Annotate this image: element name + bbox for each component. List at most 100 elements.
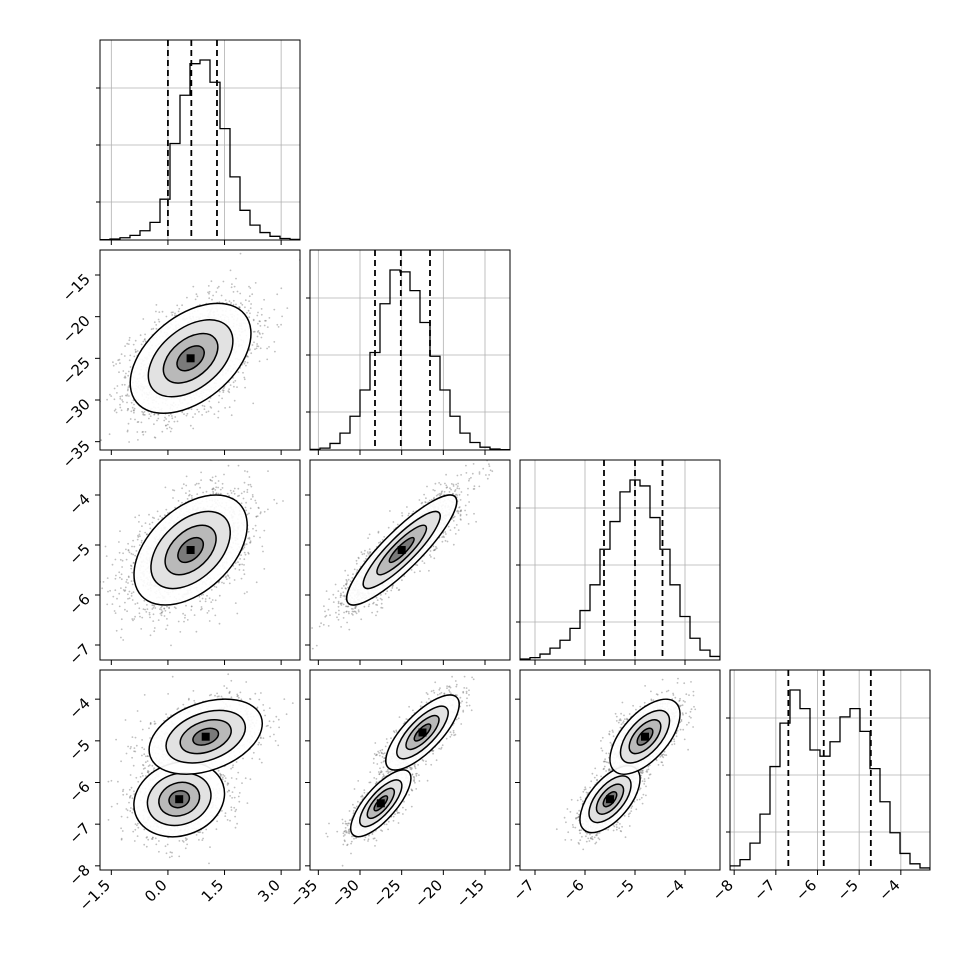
sample-point <box>232 490 235 493</box>
sample-point <box>128 597 131 600</box>
sample-point <box>149 616 151 619</box>
sample-point <box>113 409 116 412</box>
sample-point <box>127 343 130 345</box>
sample-point <box>243 362 246 365</box>
sample-point <box>257 311 259 314</box>
sample-point <box>134 554 137 557</box>
sample-point <box>228 406 231 409</box>
sample-point <box>255 515 258 518</box>
sample-point <box>191 497 193 499</box>
sample-point <box>174 416 177 418</box>
sample-point <box>238 306 241 309</box>
sample-point <box>133 409 135 412</box>
sample-point <box>230 414 233 417</box>
sample-point <box>127 575 130 578</box>
sample-point <box>142 318 145 320</box>
sample-point <box>213 413 216 415</box>
sample-point <box>245 509 248 512</box>
sample-point <box>243 592 246 595</box>
sample-point <box>159 608 161 611</box>
sample-point <box>249 312 251 315</box>
sample-point <box>209 478 212 481</box>
sample-point <box>248 349 251 352</box>
sample-point <box>261 332 264 335</box>
sample-point <box>248 285 250 288</box>
sample-point <box>237 371 240 373</box>
sample-point <box>237 495 239 497</box>
sample-point <box>204 598 207 600</box>
sample-point <box>249 287 252 289</box>
sample-point <box>250 498 253 500</box>
sample-point <box>215 291 218 293</box>
sample-point <box>153 627 156 629</box>
sample-point <box>190 408 193 411</box>
sample-point <box>126 429 129 432</box>
sample-point <box>152 604 155 607</box>
sample-point <box>125 558 128 561</box>
sample-point <box>153 413 156 416</box>
y-tick-label: −15 <box>59 270 94 305</box>
sample-point <box>254 348 256 351</box>
panel-frame <box>309 249 511 451</box>
sample-point <box>139 530 141 533</box>
sample-point <box>259 325 262 327</box>
sample-point <box>133 545 136 548</box>
sample-point <box>114 558 117 561</box>
sample-point <box>106 603 109 606</box>
sample-point <box>158 311 161 313</box>
sample-point <box>181 411 184 414</box>
sample-point <box>274 350 276 353</box>
sample-point <box>138 544 141 546</box>
sample-point <box>226 492 229 495</box>
sample-point <box>139 334 142 337</box>
sample-point <box>124 394 127 397</box>
sample-point <box>236 612 239 615</box>
sample-point <box>228 391 231 394</box>
sample-point <box>93 386 95 388</box>
sample-point <box>157 619 160 621</box>
sample-point <box>214 475 217 478</box>
sample-point <box>164 416 166 419</box>
sample-point <box>144 431 147 433</box>
sample-point <box>258 320 261 323</box>
sample-point <box>184 614 187 617</box>
sample-point <box>177 620 180 623</box>
sample-point <box>182 483 185 486</box>
sample-point <box>243 551 246 554</box>
sample-point <box>178 307 181 310</box>
sample-point <box>185 604 187 607</box>
sample-point <box>257 506 260 509</box>
sample-point <box>234 567 237 570</box>
sample-point <box>221 581 223 584</box>
sample-point <box>117 359 120 362</box>
panel-frame <box>99 39 301 241</box>
sample-point <box>157 518 160 521</box>
sample-point <box>121 399 123 401</box>
sample-point <box>246 491 249 493</box>
sample-point <box>120 587 122 589</box>
sample-point <box>131 618 134 620</box>
histogram-step <box>100 59 300 240</box>
sample-point <box>218 622 221 625</box>
sample-point <box>161 517 164 519</box>
sample-point <box>206 594 208 597</box>
sample-point <box>95 390 97 392</box>
sample-point <box>140 628 143 630</box>
sample-point <box>265 319 267 322</box>
sample-point <box>211 599 214 601</box>
sample-point <box>127 408 130 410</box>
x-tick-label: −6 <box>792 876 820 904</box>
sample-point <box>211 476 214 479</box>
sample-point <box>151 604 154 607</box>
sample-point <box>113 610 116 612</box>
sample-point <box>143 410 146 413</box>
sample-point <box>155 324 158 326</box>
sample-point <box>244 506 247 509</box>
sample-point <box>127 408 129 410</box>
histogram-step <box>520 479 720 660</box>
sample-point <box>255 581 258 584</box>
sample-point <box>235 303 237 306</box>
sample-point <box>280 287 283 290</box>
sample-point <box>226 574 229 577</box>
sample-point <box>209 479 212 482</box>
